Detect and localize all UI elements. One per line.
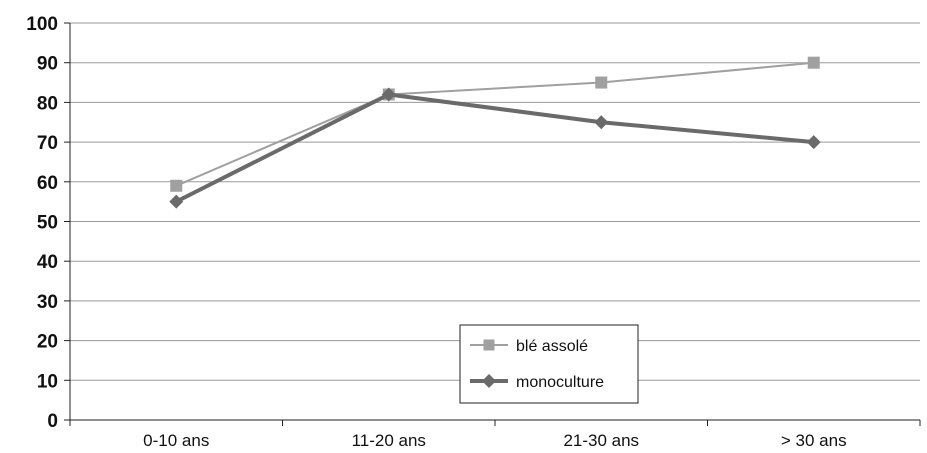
legend-label-monoculture: monoculture <box>516 374 604 391</box>
series-monoculture <box>169 87 821 209</box>
y-tick-label-60: 60 <box>37 173 58 194</box>
legend-marker-monoculture <box>482 374 496 388</box>
legend-label-ble-assole: blé assolé <box>516 338 588 355</box>
series-line-ble-assole <box>175 61 814 187</box>
x-tick-labels: 0-10 ans 11-20 ans 21-30 ans > 30 ans <box>143 431 846 450</box>
y-tick-label-90: 90 <box>37 54 58 75</box>
y-tick-label-50: 50 <box>37 213 58 234</box>
series-line-monoculture <box>175 92 814 204</box>
point-monoculture-30-ans <box>806 135 821 150</box>
point-monoculture-0-10-ans <box>169 194 184 209</box>
series-ble-assole <box>170 56 820 192</box>
y-tick-label-30: 30 <box>37 292 58 313</box>
legend-item-ble-assole: blé assolé <box>470 338 588 355</box>
point-monoculture-21-30-ans <box>594 115 609 130</box>
y-tick-label-70: 70 <box>37 133 58 154</box>
series <box>169 56 821 209</box>
axes <box>64 22 921 426</box>
legend-marker-ble-assole <box>483 339 495 351</box>
legend-box <box>459 324 639 404</box>
x-tick-label-11-20-ans: 11-20 ans <box>352 431 426 450</box>
point-ble-assole-0-10-ans <box>170 179 183 192</box>
point-monoculture-11-20-ans <box>381 87 396 102</box>
point-ble-assole-30-ans <box>807 56 820 69</box>
y-tick-labels: 0 10 20 30 40 50 60 70 80 90 100 <box>26 14 58 432</box>
y-tick-label-0: 0 <box>47 411 58 432</box>
y-tick-label-10: 10 <box>37 371 58 392</box>
point-ble-assole-21-30-ans <box>595 76 608 89</box>
legend-item-monoculture: monoculture <box>470 374 604 391</box>
x-tick-label-30-ans: > 30 ans <box>781 431 847 450</box>
y-tick-label-40: 40 <box>37 252 58 273</box>
y-tick-label-100: 100 <box>26 14 58 35</box>
x-tick-label-21-30-ans: 21-30 ans <box>563 431 639 450</box>
y-tick-label-20: 20 <box>37 332 58 353</box>
x-tick-label-0-10-ans: 0-10 ans <box>143 431 209 450</box>
legend: blé assolé monoculture <box>459 324 639 404</box>
y-tick-label-80: 80 <box>37 93 58 114</box>
